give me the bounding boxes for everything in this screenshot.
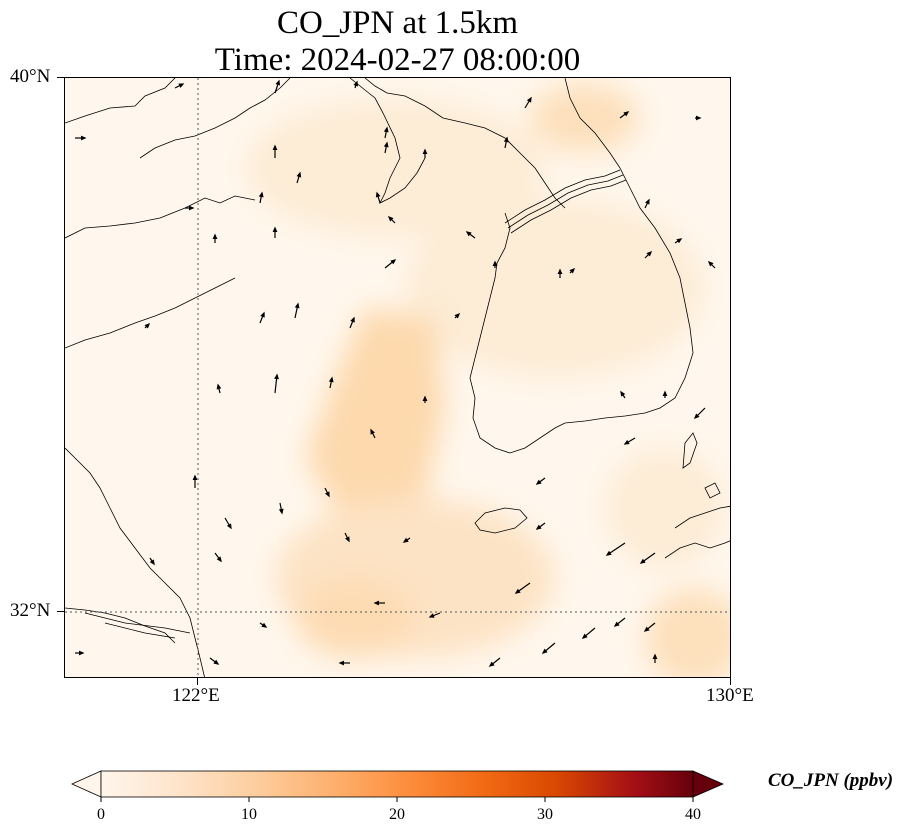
wind-vector-head — [492, 260, 498, 266]
coastlines — [65, 78, 730, 677]
lon-label-130e: 130°E — [706, 685, 754, 706]
wind-vector-head — [707, 260, 714, 267]
lon-tick-130e — [730, 678, 731, 685]
wind-vector-head — [296, 171, 302, 178]
wind-vector-head — [370, 428, 375, 435]
wind-vector-head — [422, 148, 428, 154]
wind-vector-head — [272, 144, 278, 150]
lon-tick-122e — [197, 678, 198, 685]
wind-vector-head — [216, 383, 222, 390]
wind-vector-head — [338, 660, 344, 666]
colorbar-tick-20: 20 — [389, 806, 405, 823]
wind-vector-head — [693, 413, 700, 420]
wind-vector-head — [541, 648, 548, 654]
wind-vector-head — [345, 536, 350, 543]
wind-vector-head — [696, 115, 702, 121]
wind-vector-head — [557, 268, 563, 274]
colorbar-min-extend — [71, 770, 102, 798]
gridlines — [65, 78, 730, 677]
map-title: CO_JPN at 1.5km — [276, 5, 519, 41]
wind-vector-head — [383, 141, 389, 148]
wind-vector-head — [390, 259, 397, 265]
wind-vector-head — [676, 238, 683, 244]
wind-vector-head — [526, 96, 532, 103]
wind-vector-head — [514, 588, 521, 594]
wind-vector-head — [216, 556, 222, 563]
wind-vector-head — [274, 373, 279, 380]
wind-vector-head — [149, 559, 155, 566]
wind-vector-head — [272, 226, 278, 232]
colorbar — [71, 770, 725, 802]
wind-vector-head — [79, 650, 85, 656]
wind-vector-head — [81, 135, 87, 141]
wind-vector-head — [375, 191, 381, 198]
wind-vector-head — [465, 231, 472, 237]
wind-vector-head — [226, 523, 232, 530]
wind-vectors — [75, 79, 716, 667]
colorbar-tick-0: 0 — [97, 806, 105, 823]
wind-vector-head — [428, 613, 435, 618]
wind-vector-head — [383, 126, 389, 133]
lat-label-32n: 32°N — [10, 600, 51, 621]
wind-vector-head — [258, 191, 264, 198]
wind-vector-head — [639, 558, 646, 564]
wind-vector-head — [662, 390, 668, 396]
wind-vector-head — [623, 439, 630, 445]
wind-vector-head — [350, 316, 355, 323]
wind-vector-head — [623, 111, 630, 117]
wind-vector-head — [488, 661, 495, 667]
wind-vector-head — [605, 550, 612, 556]
wind-vector-head — [192, 474, 198, 480]
wind-vector-head — [353, 80, 359, 87]
wind-vector-head — [646, 250, 653, 257]
colorbar-max-extend — [692, 770, 725, 798]
wind-vector-head — [373, 600, 379, 606]
wind-vector-head — [178, 83, 185, 88]
wind-vector-head — [213, 659, 220, 665]
map-time: Time: 2024-02-27 08:00:00 — [214, 42, 581, 78]
wind-vector-head — [645, 198, 650, 205]
wind-vector-head — [503, 136, 509, 143]
lon-label-122e: 122°E — [172, 685, 220, 706]
colorbar-tick-30: 30 — [537, 806, 553, 823]
wind-vector-head — [581, 633, 588, 639]
wind-vector-head — [278, 508, 284, 515]
co-concentration-field — [245, 83, 730, 677]
wind-vector-head — [652, 653, 658, 659]
wind-vector-head — [387, 215, 394, 222]
wind-vector-head — [325, 491, 330, 498]
wind-vector-head — [212, 233, 218, 239]
wind-vector-head — [189, 205, 195, 211]
wind-vector-head — [328, 376, 334, 383]
wind-vector-head — [643, 626, 650, 632]
map-panel — [64, 77, 731, 678]
wind-vector-head — [535, 524, 542, 530]
colorbar-gradient — [100, 770, 694, 798]
lat-tick-40n — [57, 77, 64, 78]
wind-vector-head — [294, 302, 300, 309]
colorbar-tick-40: 40 — [685, 806, 701, 823]
wind-vector-head — [275, 79, 281, 86]
wind-vector-head — [422, 395, 428, 401]
wind-vector-head — [454, 312, 461, 319]
colorbar-tick-10: 10 — [241, 806, 257, 823]
wind-vector-head — [260, 311, 265, 318]
lat-tick-32n — [57, 611, 64, 612]
wind-vector-head — [144, 322, 151, 329]
colorbar-label: CO_JPN (ppbv) — [768, 770, 894, 791]
wind-vector-head — [402, 537, 409, 543]
wind-vector-head — [535, 479, 542, 485]
wind-vector-head — [261, 622, 268, 628]
wind-vector-head — [620, 390, 626, 397]
wind-vector-head — [613, 621, 620, 627]
lat-label-40n: 40°N — [10, 66, 51, 87]
wind-vector-head — [569, 267, 576, 274]
